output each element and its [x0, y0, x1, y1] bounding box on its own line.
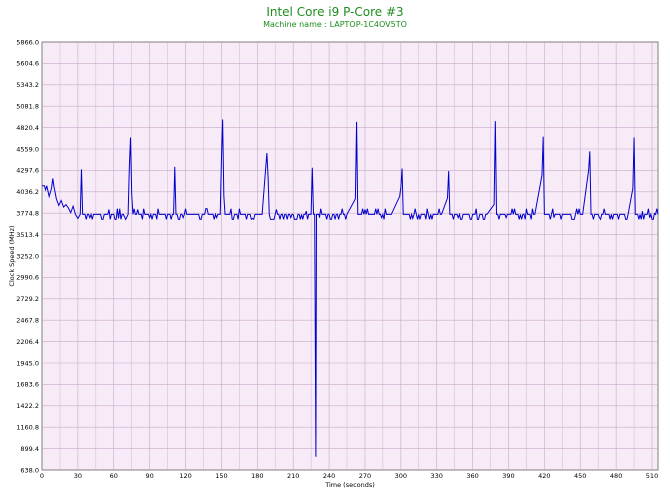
y-tick-label: 2206.4 [16, 338, 39, 346]
y-tick-label: 3252.0 [16, 252, 39, 260]
x-tick-label: 480 [610, 472, 622, 480]
x-tick-label: 90 [146, 472, 154, 480]
x-tick-label: 510 [646, 472, 658, 480]
x-tick-label: 420 [538, 472, 550, 480]
y-tick-label: 5604.6 [16, 60, 39, 68]
y-tick-label: 5866.0 [16, 38, 39, 46]
grid-lines [42, 42, 658, 470]
y-tick-label: 4820.4 [16, 124, 39, 132]
y-tick-label: 2467.8 [16, 317, 39, 325]
x-tick-label: 180 [251, 472, 263, 480]
x-tick-label: 210 [287, 472, 299, 480]
x-tick-label: 360 [466, 472, 478, 480]
y-tick-label: 4559.0 [16, 145, 39, 153]
x-tick-label: 30 [74, 472, 82, 480]
y-tick-label: 3513.4 [16, 231, 39, 239]
x-tick-label: 450 [574, 472, 586, 480]
y-tick-label: 1683.6 [16, 381, 39, 389]
x-axis-ticks: 0 30 60 90 120 150 180 210 240 270 300 330 360 390 420… [40, 472, 658, 480]
x-tick-label: 60 [110, 472, 118, 480]
chart-subtitle: Machine name : LAPTOP-1C4OV5TO [263, 20, 407, 29]
x-tick-label: 0 [40, 472, 44, 480]
x-tick-label: 270 [359, 472, 371, 480]
x-axis-label: Time (seconds) [324, 481, 375, 489]
series-line [42, 119, 659, 457]
y-tick-label: 2990.6 [16, 274, 39, 282]
x-tick-label: 120 [179, 472, 191, 480]
y-tick-label: 4036.2 [16, 188, 39, 196]
y-tick-label: 1945.0 [16, 359, 39, 367]
y-tick-label: 4297.6 [16, 167, 39, 175]
y-axis-label: Clock Speed (MHz) [8, 225, 16, 286]
x-tick-label: 150 [215, 472, 227, 480]
y-tick-label: 5081.8 [16, 103, 39, 111]
y-tick-label: 1160.8 [16, 424, 39, 432]
y-tick-label: 899.4 [20, 445, 39, 453]
x-tick-label: 240 [323, 472, 335, 480]
x-tick-label: 300 [395, 472, 407, 480]
y-tick-label: 638.0 [20, 466, 39, 474]
y-axis-ticks: 638.0 899.4 1160.8 1422.2 1683.6 1945.0 2206.4… [16, 38, 39, 474]
y-tick-label: 2729.2 [16, 295, 39, 303]
y-tick-label: 5343.2 [16, 81, 39, 89]
x-tick-label: 390 [502, 472, 514, 480]
x-tick-label: 330 [431, 472, 443, 480]
chart-title: Intel Core i9 P-Core #3 [266, 5, 404, 19]
y-tick-label: 3774.8 [16, 210, 39, 218]
series-group [42, 119, 659, 457]
y-tick-label: 1422.2 [16, 402, 39, 410]
